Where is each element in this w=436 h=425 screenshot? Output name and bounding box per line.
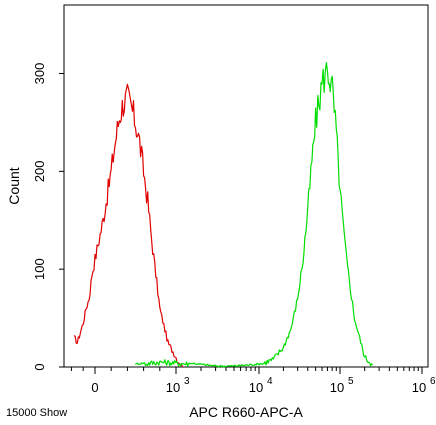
y-tick-label: 100 bbox=[32, 258, 47, 280]
event-count-annotation: 15000 Show bbox=[6, 407, 67, 419]
y-axis-title: Count bbox=[6, 167, 22, 204]
x-tick-label: 10 bbox=[412, 380, 426, 395]
y-axis: 0 100 200 300 bbox=[32, 63, 64, 371]
x-tick-exponent: 3 bbox=[184, 376, 190, 387]
plot-frame bbox=[63, 4, 429, 368]
x-tick-label: 10 bbox=[166, 380, 180, 395]
y-tick-label: 0 bbox=[32, 363, 47, 370]
x-tick-label: 10 bbox=[330, 380, 344, 395]
x-tick-exponent: 5 bbox=[348, 376, 354, 387]
series-red-line bbox=[73, 83, 184, 368]
x-axis-title: APC R660-APC-A bbox=[189, 404, 303, 420]
x-tick-exponent: 4 bbox=[267, 376, 273, 387]
series-layer bbox=[73, 61, 374, 368]
series-green-line bbox=[135, 61, 374, 368]
x-tick-label: 0 bbox=[91, 380, 98, 395]
x-tick-exponent: 6 bbox=[430, 376, 436, 387]
y-tick-label: 300 bbox=[32, 63, 47, 85]
x-axis: 0 10 3 10 4 10 5 10 6 bbox=[70, 367, 436, 395]
x-tick-label: 10 bbox=[249, 380, 263, 395]
y-tick-label: 200 bbox=[32, 160, 47, 182]
